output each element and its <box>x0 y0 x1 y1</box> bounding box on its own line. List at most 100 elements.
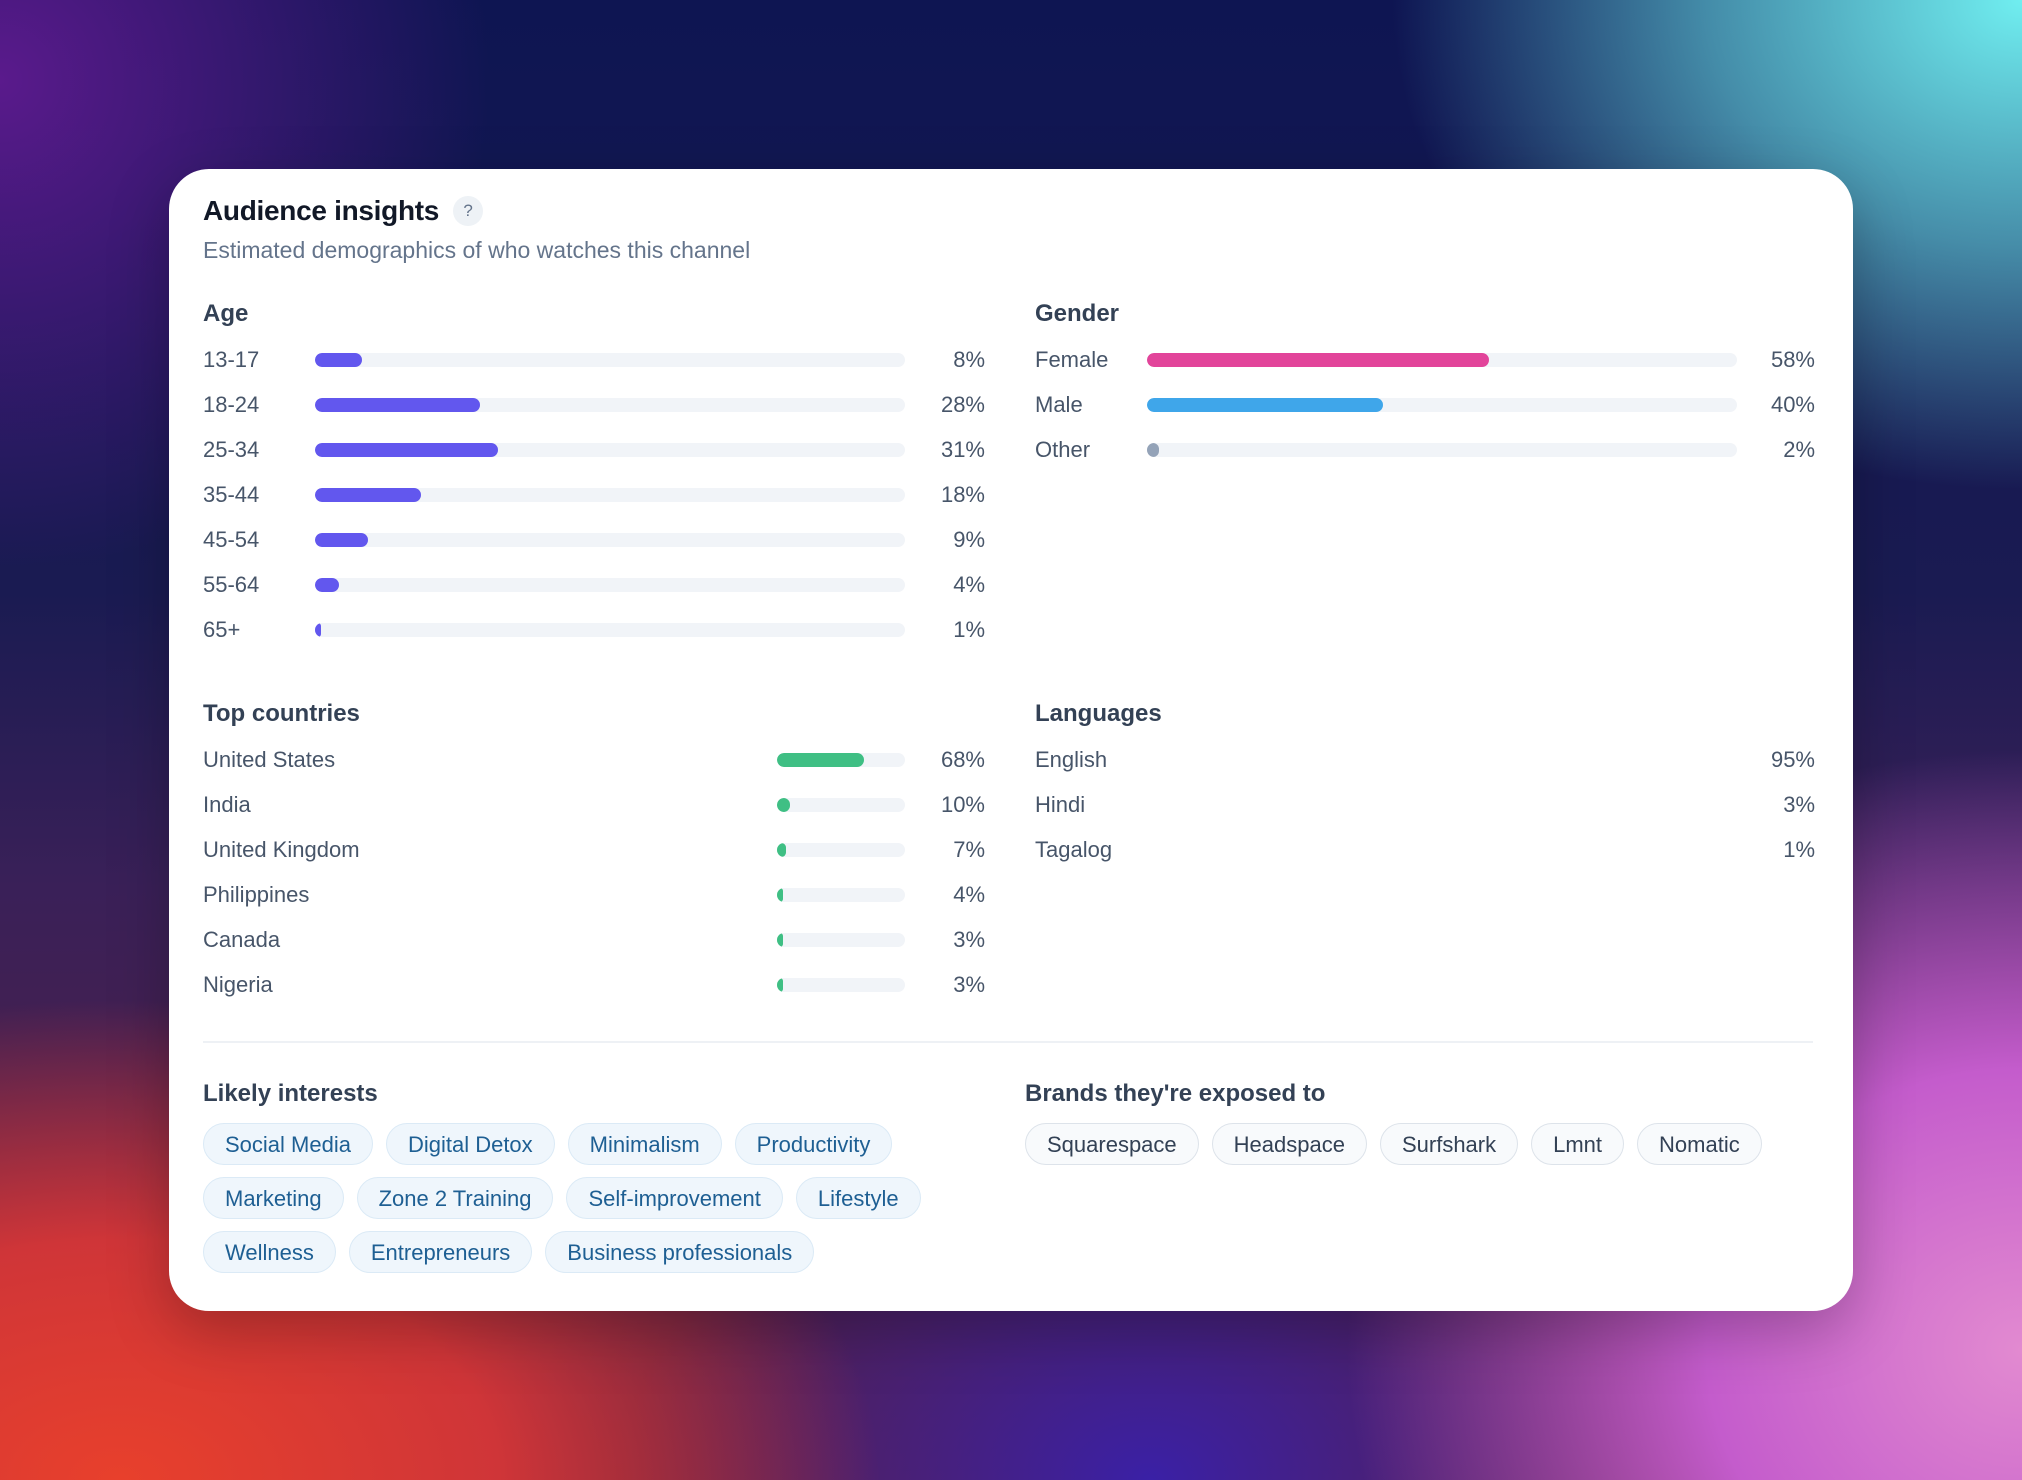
brands-chip[interactable]: Squarespace <box>1025 1123 1199 1165</box>
countries-value: 3% <box>953 972 985 997</box>
languages-title: Languages <box>1035 700 1162 727</box>
interests-chip[interactable]: Business professionals <box>545 1231 815 1273</box>
age-bar-fill <box>315 353 363 367</box>
gender-label: Male <box>1035 392 1083 417</box>
brands-title: Brands they're exposed to <box>1025 1080 1326 1107</box>
gender-bar-fill <box>1147 443 1159 457</box>
interests-chip[interactable]: Digital Detox <box>385 1123 555 1165</box>
interests-chip[interactable]: Marketing <box>203 1177 344 1219</box>
age-title: Age <box>203 300 249 327</box>
countries-row: United States 68% <box>203 747 985 792</box>
interests-title: Likely interests <box>203 1080 378 1107</box>
age-value: 28% <box>940 392 985 417</box>
age-value: 9% <box>953 527 985 552</box>
age-list: 13-17 8% 18-24 28% 25-34 31% 35-44 18% 45-54 9% 55… <box>203 347 985 662</box>
age-row: 13-17 8% <box>203 347 985 392</box>
countries-label: Philippines <box>203 882 310 907</box>
brands-chip[interactable]: Lmnt <box>1531 1123 1625 1165</box>
languages-row: Hindi 3% <box>1035 792 1815 837</box>
brands-chip[interactable]: Surfshark <box>1379 1123 1519 1165</box>
gender-bar-track <box>1147 398 1737 412</box>
brands-chip[interactable]: Headspace <box>1211 1123 1367 1165</box>
brands-chip[interactable]: Nomatic <box>1637 1123 1762 1165</box>
gender-row: Male 40% <box>1035 392 1815 437</box>
countries-bar-fill <box>777 933 783 947</box>
countries-bar-fill <box>777 888 783 902</box>
interests-section: Likely interests Social Media Digital Det… <box>203 1079 993 1273</box>
age-bar-fill <box>315 488 422 502</box>
interests-chip[interactable]: Entrepreneurs <box>348 1231 533 1273</box>
age-bar-track <box>315 578 905 592</box>
languages-value: 3% <box>1783 792 1815 817</box>
brands-section: Brands they're exposed to Squarespace Hea… <box>1025 1079 1815 1165</box>
interests-chip[interactable]: Minimalism <box>567 1123 722 1165</box>
interests-chip[interactable]: Zone 2 Training <box>356 1177 554 1219</box>
gender-bar-track <box>1147 443 1737 457</box>
gender-list: Female 58% Male 40% Other 2% <box>1035 347 1815 482</box>
age-row: 65+ 1% <box>203 617 985 662</box>
age-value: 1% <box>953 617 985 642</box>
age-bar-track <box>315 488 905 502</box>
countries-value: 7% <box>953 837 985 862</box>
age-bar-fill <box>315 443 498 457</box>
countries-value: 4% <box>953 882 985 907</box>
countries-bar-track <box>777 978 905 992</box>
gender-bar-fill <box>1147 353 1490 367</box>
section-divider <box>203 1041 1813 1043</box>
card-title: Audience insights <box>203 195 440 226</box>
countries-label: Canada <box>203 927 281 952</box>
countries-bar-fill <box>777 978 783 992</box>
gender-bar-fill <box>1147 398 1383 412</box>
gender-row: Other 2% <box>1035 437 1815 482</box>
interests-chip[interactable]: Productivity <box>734 1123 893 1165</box>
help-icon[interactable]: ? <box>453 196 484 226</box>
interests-chip[interactable]: Wellness <box>203 1231 336 1273</box>
countries-row: Nigeria 3% <box>203 972 985 1017</box>
age-bar-track <box>315 398 905 412</box>
interests-chip[interactable]: Social Media <box>203 1123 373 1165</box>
title-row: Audience insights ? <box>203 195 750 227</box>
languages-label: Hindi <box>1035 792 1086 817</box>
age-bar-fill <box>315 578 339 592</box>
age-row: 18-24 28% <box>203 392 985 437</box>
countries-row: India 10% <box>203 792 985 837</box>
countries-value: 68% <box>940 747 985 772</box>
gender-value: 40% <box>1770 392 1815 417</box>
countries-bar-track <box>777 933 905 947</box>
age-bar-track <box>315 533 905 547</box>
languages-value: 1% <box>1783 837 1815 862</box>
countries-label: India <box>203 792 251 817</box>
countries-value: 10% <box>940 792 985 817</box>
interests-chip[interactable]: Lifestyle <box>795 1177 921 1219</box>
age-value: 31% <box>940 437 985 462</box>
age-bar-track <box>315 353 905 367</box>
countries-title: Top countries <box>203 700 360 727</box>
age-bar-fill <box>315 533 369 547</box>
age-bar-track <box>315 443 905 457</box>
age-row: 55-64 4% <box>203 572 985 617</box>
languages-row: English 95% <box>1035 747 1815 792</box>
age-value: 4% <box>953 572 985 597</box>
countries-list: United States 68% India 10% United Kingdom 7%… <box>203 747 985 1017</box>
countries-row: Canada 3% <box>203 927 985 972</box>
age-row: 35-44 18% <box>203 482 985 527</box>
languages-section: Languages English 95% Hindi 3% Tagalog 1% <box>1035 699 1815 882</box>
gender-label: Other <box>1035 437 1091 462</box>
countries-label: United States <box>203 747 336 772</box>
card-header: Audience insights ? Estimated demographi… <box>203 195 750 264</box>
interests-chip[interactable]: Self-improvement <box>566 1177 783 1219</box>
age-label: 35-44 <box>203 482 260 507</box>
countries-bar-fill <box>777 843 786 857</box>
age-bar-fill <box>315 398 481 412</box>
age-bar-fill <box>315 623 321 637</box>
languages-value: 95% <box>1770 747 1815 772</box>
age-label: 55-64 <box>203 572 260 597</box>
age-value: 18% <box>940 482 985 507</box>
countries-row: United Kingdom 7% <box>203 837 985 882</box>
gender-title: Gender <box>1035 300 1120 327</box>
countries-value: 3% <box>953 927 985 952</box>
age-section: Age 13-17 8% 18-24 28% 25-34 31% 35-44 18% 45-54… <box>203 299 985 662</box>
languages-list: English 95% Hindi 3% Tagalog 1% <box>1035 747 1815 882</box>
countries-label: Nigeria <box>203 972 273 997</box>
age-value: 8% <box>953 347 985 372</box>
